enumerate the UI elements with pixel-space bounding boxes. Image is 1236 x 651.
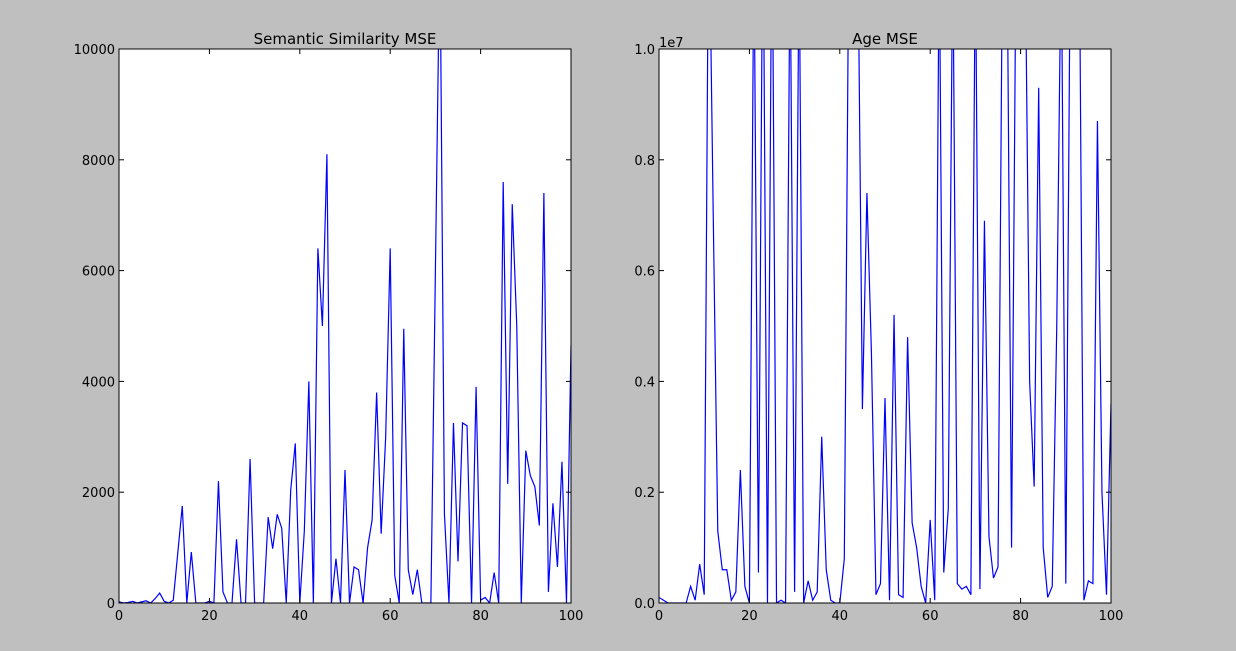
y-tick-label: 10000 — [74, 43, 115, 58]
x-tick-label: 20 — [741, 609, 758, 624]
y-tick-label: 2000 — [82, 486, 115, 501]
y-tick-label: 0.8 — [634, 154, 655, 169]
data-line — [119, 49, 571, 603]
x-tick-label: 40 — [292, 609, 309, 624]
x-tick-label: 60 — [922, 609, 939, 624]
x-tick-label: 80 — [1012, 609, 1029, 624]
offset-text: 1e7 — [659, 36, 684, 51]
plot-frame — [118, 48, 572, 604]
y-tick-label: 0.0 — [634, 597, 655, 612]
x-tick-label: 80 — [472, 609, 489, 624]
x-tick-label: 20 — [201, 609, 218, 624]
y-tick-label: 0.6 — [634, 265, 655, 280]
y-tick-label: 1.0 — [634, 43, 655, 58]
plot-area — [119, 49, 571, 603]
x-tick-label: 40 — [832, 609, 849, 624]
data-line — [659, 49, 1111, 603]
x-tick-label: 100 — [1099, 609, 1124, 624]
y-tick-label: 0.4 — [634, 375, 655, 390]
y-tick-label: 6000 — [82, 265, 115, 280]
y-tick-label: 0 — [107, 597, 115, 612]
x-tick-label: 0 — [115, 609, 123, 624]
y-tick-label: 0.2 — [634, 486, 655, 501]
y-tick-label: 8000 — [82, 154, 115, 169]
x-tick-label: 100 — [559, 609, 584, 624]
chart-title: Semantic Similarity MSE — [254, 30, 437, 48]
chart-title: Age MSE — [852, 30, 918, 48]
x-tick-label: 60 — [382, 609, 399, 624]
plot-frame — [658, 48, 1112, 604]
y-tick-label: 4000 — [82, 375, 115, 390]
x-tick-label: 0 — [655, 609, 663, 624]
